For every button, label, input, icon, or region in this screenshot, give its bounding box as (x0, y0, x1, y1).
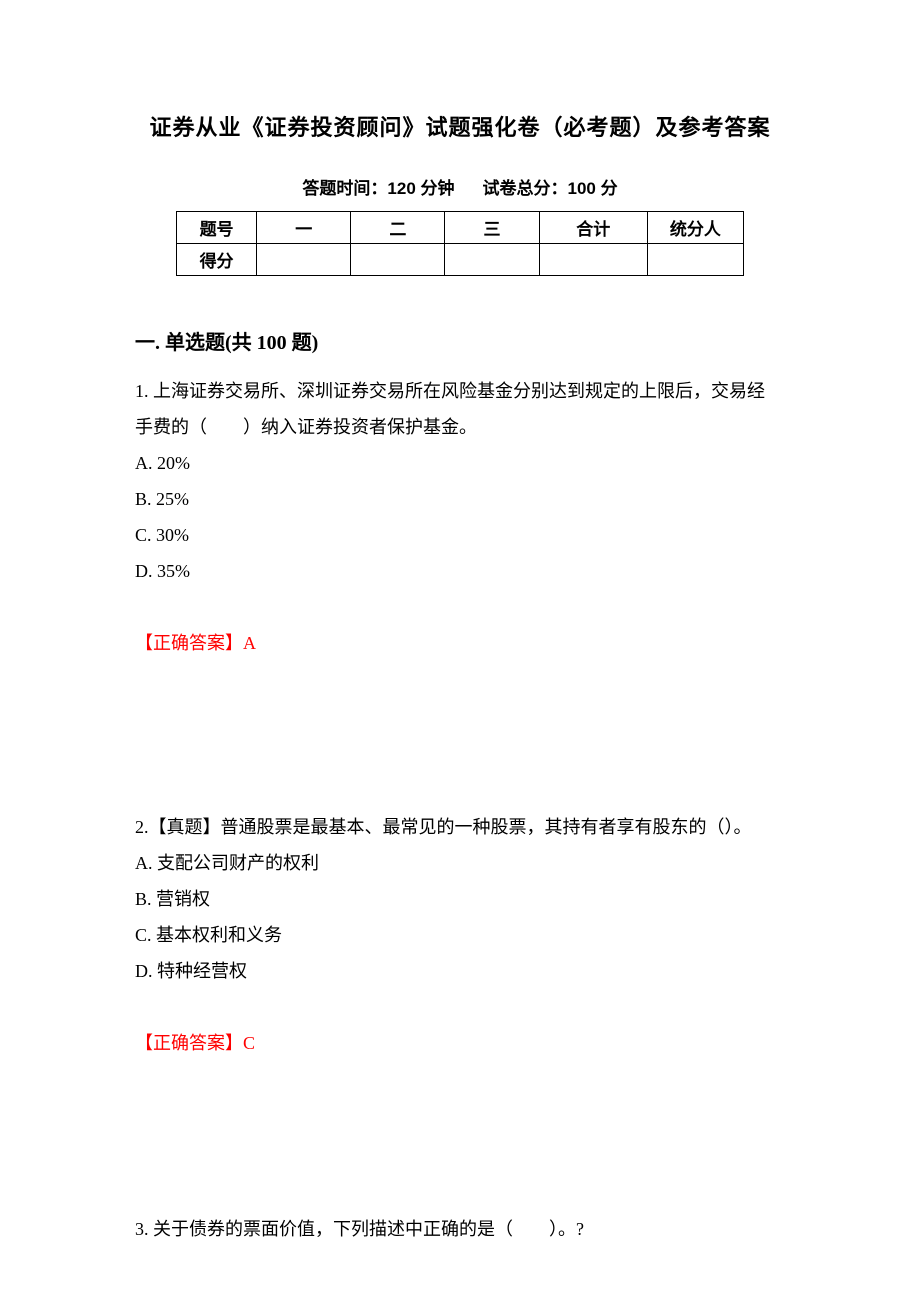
option-c: C. 30% (135, 517, 785, 553)
table-cell: 得分 (177, 244, 257, 276)
table-cell (445, 244, 539, 276)
table-header-cell: 合计 (539, 212, 647, 244)
table-row: 题号 一 二 三 合计 统分人 (177, 212, 744, 244)
q1-line1: 1. 上海证券交易所、深圳证券交易所在风险基金分别达到规定的上限后，交易经 (135, 381, 765, 401)
table-cell (539, 244, 647, 276)
score-value: 100 分 (568, 179, 618, 198)
option-a: A. 20% (135, 445, 785, 481)
time-label: 答题时间： (302, 179, 387, 198)
section-heading: 一. 单选题(共 100 题) (135, 326, 785, 355)
question-text: 1. 上海证券交易所、深圳证券交易所在风险基金分别达到规定的上限后，交易经 手费… (135, 373, 785, 445)
table-header-cell: 统分人 (647, 212, 743, 244)
question-2: 2.【真题】普通股票是最基本、最常见的一种股票，其持有者享有股东的（）。 A. … (135, 809, 785, 1061)
table-header-cell: 题号 (177, 212, 257, 244)
question-text: 3. 关于债券的票面价值，下列描述中正确的是（ ）。? (135, 1211, 785, 1247)
option-b: B. 营销权 (135, 881, 785, 917)
table-header-cell: 三 (445, 212, 539, 244)
q1-line2: 手费的（ ）纳入证券投资者保护基金。 (135, 417, 477, 437)
correct-answer: 【正确答案】C (135, 1025, 785, 1061)
table-header-cell: 一 (257, 212, 351, 244)
table-cell (257, 244, 351, 276)
table-header-cell: 二 (351, 212, 445, 244)
exam-title: 证券从业《证券投资顾问》试题强化卷（必考题）及参考答案 (135, 110, 785, 142)
time-value: 120 分钟 (387, 179, 454, 198)
table-cell (647, 244, 743, 276)
exam-meta: 答题时间：120 分钟 试卷总分：100 分 (135, 174, 785, 199)
question-3: 3. 关于债券的票面价值，下列描述中正确的是（ ）。? (135, 1211, 785, 1247)
option-d: D. 特种经营权 (135, 953, 785, 989)
correct-answer: 【正确答案】A (135, 625, 785, 661)
option-a: A. 支配公司财产的权利 (135, 845, 785, 881)
table-row: 得分 (177, 244, 744, 276)
option-b: B. 25% (135, 481, 785, 517)
option-d: D. 35% (135, 553, 785, 589)
question-text: 2.【真题】普通股票是最基本、最常见的一种股票，其持有者享有股东的（）。 (135, 809, 785, 845)
score-label: 试卷总分： (483, 179, 568, 198)
score-table: 题号 一 二 三 合计 统分人 得分 (176, 211, 744, 276)
table-cell (351, 244, 445, 276)
option-c: C. 基本权利和义务 (135, 917, 785, 953)
question-1: 1. 上海证券交易所、深圳证券交易所在风险基金分别达到规定的上限后，交易经 手费… (135, 373, 785, 661)
